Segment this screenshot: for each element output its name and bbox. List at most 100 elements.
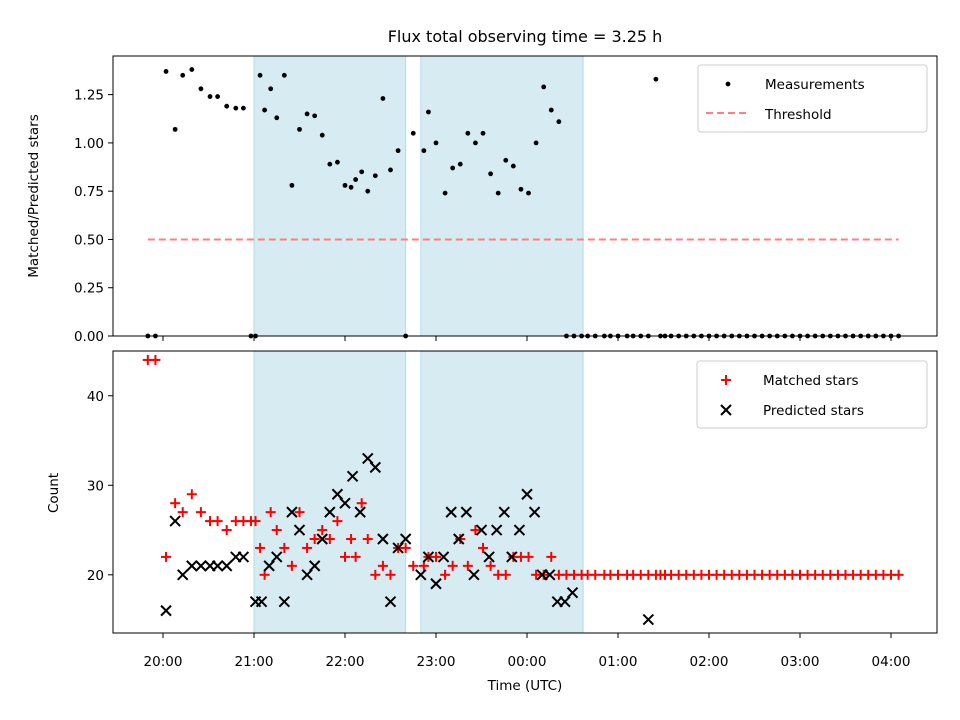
measurement-point bbox=[319, 132, 325, 138]
predicted-star-stroke bbox=[445, 506, 457, 518]
measurement-point bbox=[274, 115, 280, 121]
legend-marker-measurements bbox=[725, 81, 731, 87]
measurement-point bbox=[480, 130, 486, 136]
predicted-star-point bbox=[468, 569, 480, 581]
top-y-tick-label: 1.00 bbox=[74, 136, 104, 152]
measurement-point bbox=[312, 113, 318, 119]
predicted-star-point bbox=[169, 515, 181, 527]
matched-star-point bbox=[150, 354, 161, 365]
predicted-star-stroke bbox=[498, 506, 510, 518]
matched-star-point bbox=[271, 525, 282, 536]
predicted-star-stroke bbox=[160, 604, 172, 617]
predicted-star-stroke bbox=[384, 595, 397, 608]
predicted-star-point bbox=[278, 595, 291, 608]
measurement-point bbox=[224, 103, 230, 109]
predicted-star-stroke bbox=[422, 551, 435, 563]
predicted-star-point bbox=[399, 533, 412, 545]
predicted-star-stroke bbox=[430, 578, 442, 590]
predicted-star-point bbox=[220, 560, 233, 572]
matched-star-point bbox=[455, 534, 466, 544]
predicted-star-point bbox=[384, 595, 397, 608]
matched-star-point bbox=[221, 525, 232, 536]
top-y-axis-label: Matched/Predicted stars bbox=[26, 114, 42, 277]
observing-window-2 bbox=[420, 350, 584, 634]
predicted-star-stroke bbox=[346, 470, 359, 483]
matched-star-point bbox=[362, 534, 373, 544]
predicted-star-stroke bbox=[354, 506, 366, 518]
predicted-star-stroke bbox=[369, 461, 382, 474]
measurement-point bbox=[450, 165, 456, 171]
matched-stars-series bbox=[142, 354, 904, 580]
predicted-star-point bbox=[513, 524, 526, 536]
measurement-point bbox=[410, 130, 416, 136]
measurement-point bbox=[297, 126, 302, 132]
bottom-y-tick-label: 20 bbox=[87, 568, 104, 584]
matched-star-point bbox=[418, 560, 429, 571]
bottom-y-tick-label: 30 bbox=[87, 478, 104, 494]
measurement-point bbox=[359, 169, 365, 175]
measurement-point bbox=[503, 157, 509, 163]
predicted-star-point bbox=[437, 551, 450, 563]
x-tick-label: 03:00 bbox=[781, 654, 820, 670]
measurement-point bbox=[365, 188, 371, 194]
bottom-y-axis-label: Count bbox=[46, 473, 62, 513]
measurement-point bbox=[495, 190, 501, 196]
top-y-tick-label: 1.25 bbox=[74, 88, 104, 104]
matched-star-point bbox=[302, 542, 313, 553]
matched-star-point bbox=[286, 560, 297, 571]
measurement-point bbox=[342, 182, 348, 188]
legend-label-predicted: Predicted stars bbox=[763, 403, 864, 419]
matched-star-point bbox=[340, 551, 350, 562]
predicted-star-stroke bbox=[211, 560, 224, 572]
bottom-y-tick-label: 40 bbox=[87, 389, 104, 405]
measurement-point bbox=[395, 148, 401, 154]
x-tick-label: 01:00 bbox=[599, 654, 638, 670]
matched-star-point bbox=[309, 534, 320, 544]
predicted-star-stroke bbox=[437, 551, 450, 563]
predicted-star-point bbox=[445, 506, 457, 518]
predicted-star-point bbox=[483, 551, 495, 563]
matched-star-point bbox=[186, 489, 197, 500]
predicted-star-point bbox=[528, 506, 541, 518]
bottom-x-axis: 20:00 21:00 22:00 23:00 00:00 01:00 02:00 03:00… bbox=[144, 633, 910, 670]
predicted-star-stroke bbox=[460, 506, 473, 518]
predicted-star-point bbox=[369, 461, 382, 474]
legend-marker-predicted bbox=[720, 404, 732, 416]
legend-marker-matched bbox=[721, 375, 731, 385]
predicted-star-stroke bbox=[195, 560, 207, 572]
matched-star-point bbox=[317, 525, 328, 536]
top-observing-windows bbox=[253, 55, 584, 337]
measurement-point bbox=[233, 105, 239, 111]
bottom-y-axis: 20 30 40 bbox=[87, 389, 113, 584]
predicted-star-stroke bbox=[399, 533, 412, 545]
predicted-star-point bbox=[324, 506, 336, 518]
measurement-point bbox=[653, 76, 659, 82]
measurement-point bbox=[304, 111, 310, 117]
measurement-point bbox=[533, 140, 539, 146]
legend-label-threshold: Threshold bbox=[764, 107, 832, 123]
measurement-point bbox=[465, 130, 471, 136]
predicted-star-stroke bbox=[566, 587, 579, 599]
measurement-point bbox=[257, 72, 263, 78]
predicted-star-point bbox=[453, 533, 465, 545]
measurement-point bbox=[215, 94, 221, 99]
matched-star-point bbox=[350, 551, 361, 562]
predicted-star-point bbox=[186, 560, 198, 572]
matched-star-point bbox=[400, 542, 411, 553]
matched-star-point bbox=[613, 569, 623, 580]
predicted-star-stroke bbox=[377, 533, 389, 545]
top-y-tick-label: 0.00 bbox=[74, 329, 104, 345]
measurement-point bbox=[335, 159, 340, 165]
predicted-star-stroke bbox=[293, 524, 306, 536]
matched-star-point bbox=[478, 542, 489, 553]
observing-window-1 bbox=[253, 55, 407, 337]
x-tick-label: 00:00 bbox=[508, 654, 547, 670]
measurement-point bbox=[518, 186, 524, 192]
predicted-star-point bbox=[316, 533, 328, 545]
measurement-point bbox=[473, 140, 478, 146]
predicted-star-point bbox=[271, 551, 283, 563]
measurement-point bbox=[372, 173, 378, 179]
measurement-point bbox=[172, 126, 178, 132]
measurement-point bbox=[541, 84, 547, 90]
measurement-point bbox=[433, 140, 439, 146]
